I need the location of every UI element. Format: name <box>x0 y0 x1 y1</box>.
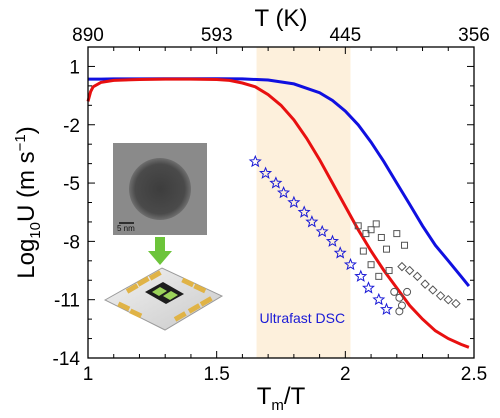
data-point-square-3 <box>372 220 380 228</box>
data-point-diamond-2 <box>412 271 423 282</box>
data-point-square-6 <box>359 247 367 255</box>
data-point-star-12 <box>362 281 375 294</box>
data-point-circle-1 <box>395 293 404 302</box>
data-point-star-10 <box>343 257 358 271</box>
nanoparticle-shape <box>129 158 191 220</box>
y-axis-title-sup: −1 <box>12 134 29 151</box>
arrow-shaft <box>155 237 165 251</box>
data-point-star-4 <box>287 195 301 208</box>
top-tick-label: 445 <box>329 25 361 46</box>
data-point-star-6 <box>305 215 319 228</box>
data-point-square-10 <box>393 230 401 238</box>
data-point-star-3 <box>276 185 291 199</box>
data-point-square-11 <box>401 241 409 249</box>
top-axis-title: T (K) <box>255 5 308 32</box>
top-tick-label: 890 <box>72 25 104 46</box>
y-axis-title-base: Log <box>13 239 40 279</box>
data-point-circle-3 <box>403 287 412 296</box>
chip-pads <box>117 270 213 322</box>
data-point-diamond-5 <box>435 291 446 301</box>
data-point-square-1 <box>362 230 370 238</box>
arrow-head <box>148 251 172 265</box>
x-axis-title-sub: m <box>271 397 284 414</box>
data-point-star-13 <box>372 292 386 306</box>
top-tick-label: 356 <box>458 25 490 46</box>
data-point-star-8 <box>325 234 339 247</box>
x-axis-title: Tm/T <box>257 383 306 414</box>
data-point-star-1 <box>259 166 273 179</box>
data-point-star-9 <box>333 246 347 259</box>
data-point-star-7 <box>315 224 329 238</box>
top-tick-label: 593 <box>201 25 233 46</box>
ultrafast-dsc-label: Ultrafast DSC <box>260 310 346 326</box>
x-tick-label: 1 <box>83 364 94 385</box>
x-tick-label: 1.5 <box>203 364 229 385</box>
y-tick-label: -11 <box>54 291 80 312</box>
data-point-square-7 <box>367 261 375 269</box>
data-point-circle-4 <box>395 307 404 316</box>
data-point-square-8 <box>375 272 383 280</box>
data-point-diamond-7 <box>451 298 461 309</box>
data-point-circle-0 <box>390 287 399 296</box>
series-layer <box>86 77 471 349</box>
data-point-star-11 <box>354 269 368 282</box>
inset-illustration: 5 nm <box>103 143 224 331</box>
x-axis-title-suffix: /T <box>284 383 306 410</box>
y-tick-label: -14 <box>53 349 81 370</box>
scale-bar-label: 5 nm <box>117 224 135 233</box>
chip-sensor-left <box>152 287 167 296</box>
data-point-square-9 <box>385 267 393 275</box>
data-point-square-0 <box>354 222 362 230</box>
data-point-star-5 <box>297 205 311 218</box>
series-line-1 <box>86 77 470 349</box>
y-tick-label: -5 <box>63 174 80 195</box>
data-point-diamond-4 <box>428 285 438 295</box>
data-point-square-4 <box>377 233 385 241</box>
y-axis-title: Log10U (m s−1) <box>12 126 44 279</box>
data-point-star-14 <box>379 302 394 316</box>
data-point-diamond-3 <box>420 279 430 289</box>
data-point-star-0 <box>248 154 262 168</box>
ticks-layer: 1 1.5 2 2.5 890 593 445 356 1 -2 -5 -8 -11 -14 <box>53 25 490 385</box>
x-tick-label: 2 <box>340 364 351 385</box>
chip-center-frame <box>145 282 184 304</box>
y-axis-title-mid: U (m s <box>13 151 40 222</box>
chip-sensor-right <box>163 291 178 300</box>
y-axis-title-sub: 10 <box>27 222 44 239</box>
y-tick-label: -2 <box>63 116 80 137</box>
data-point-square-2 <box>367 226 375 234</box>
y-tick-label: -8 <box>63 232 80 253</box>
y-axis-title-end: ) <box>13 126 40 134</box>
x-axis-title-main: T <box>257 383 272 410</box>
data-point-diamond-1 <box>404 265 415 276</box>
data-point-star-2 <box>269 176 283 189</box>
data-point-diamond-6 <box>443 294 453 305</box>
x-tick-label: 2.5 <box>461 364 487 385</box>
data-point-diamond-0 <box>397 261 407 272</box>
y-tick-label: 1 <box>69 57 80 78</box>
data-point-square-5 <box>383 245 391 253</box>
